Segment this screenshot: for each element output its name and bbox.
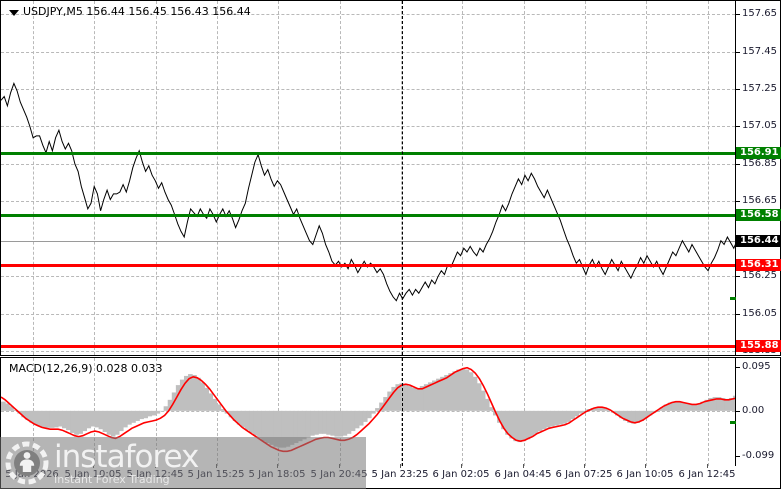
current-price-tag: 156.44 [736,234,781,247]
price-axis-label: 157.05 [742,120,777,132]
instaforex-logo-icon [4,440,50,486]
support-price-tag: 155.88 [736,339,781,352]
axis-tick [736,456,740,458]
price-axis-label: 156.85 [742,157,777,169]
time-axis-tick [584,464,585,468]
macd-title: MACD(12,26,9) 0.028 0.033 [9,362,163,375]
resistance-price-tag: 156.91 [730,146,781,301]
price-axis[interactable]: 157.65 157.45 157.25 157.05 156.85 156.65 156.… [730,1,781,425]
tag-connector [730,297,736,301]
time-axis-tick [400,464,401,468]
current-price-line [1,240,735,242]
watermark-brand: instaforex [54,438,199,475]
price-axis-label: 156.05 [742,307,777,319]
axis-tick [736,313,740,315]
time-axis-tick [707,464,708,468]
axis-tick [736,410,740,412]
support-price-tag: 156.31 [736,259,781,272]
price-chart-pane[interactable]: USDJPY,M5 156.44 156.45 156.43 156.44 15… [0,0,781,425]
axis-tick [736,126,740,128]
macd-histogram [1,368,735,448]
macd-axis-label: 0.095 [742,361,771,373]
axis-tick [736,14,740,16]
support-level-line[interactable] [1,344,735,348]
time-axis-label: 6 Jan 10:05 [616,469,674,480]
crosshair-vertical-line[interactable] [402,358,403,466]
time-axis-tick [523,464,524,468]
macd-axis-label: 0.00 [742,404,765,416]
crosshair-vertical-line[interactable] [402,1,403,355]
price-axis-label: 157.25 [742,83,777,95]
tag-connector [730,421,736,425]
price-plot-area[interactable] [1,1,735,355]
macd-axis[interactable]: 0.095 0.00 -0.099 [735,358,780,466]
resistance-price-tag: 156.58 [730,208,781,425]
price-line [1,82,735,302]
macd-graph [1,366,735,453]
macd-signal-line [1,366,735,453]
price-axis-label: 156.25 [742,270,777,282]
axis-tick [736,89,740,91]
axis-tick [736,51,740,53]
time-axis-tick [461,464,462,468]
price-axis-label: 157.65 [742,8,777,20]
axis-tick [736,201,740,203]
resistance-level-line[interactable] [1,151,735,155]
resistance-level-line[interactable] [1,213,735,217]
price-chart-title: USDJPY,M5 156.44 156.45 156.43 156.44 [23,5,251,18]
macd-axis-label: -0.099 [742,450,775,462]
time-axis-label: 6 Jan 12:45 [678,469,736,480]
axis-tick [736,276,740,278]
time-axis-tick [645,464,646,468]
time-axis-label: 6 Jan 02:05 [432,469,490,480]
watermark: instaforex Instant Forex Trading [0,437,366,489]
watermark-text: instaforex Instant Forex Trading [54,438,199,486]
watermark-tagline: Instant Forex Trading [54,472,170,486]
triangle-down-icon[interactable] [9,10,19,16]
axis-tick [736,163,740,165]
time-axis-label: 5 Jan 23:25 [371,469,429,480]
time-axis-label: 6 Jan 07:25 [555,469,613,480]
price-axis-label: 156.65 [742,195,777,207]
axis-tick [736,367,740,369]
time-axis-label: 6 Jan 04:45 [494,469,552,480]
support-level-line[interactable] [1,264,735,268]
price-axis-label: 157.45 [742,45,777,57]
axis-tick [736,351,740,353]
